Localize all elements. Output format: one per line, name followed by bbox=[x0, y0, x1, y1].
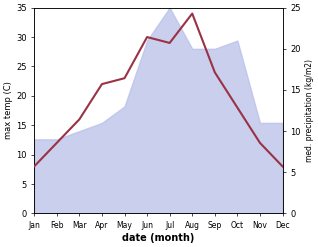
Y-axis label: med. precipitation (kg/m2): med. precipitation (kg/m2) bbox=[305, 59, 314, 162]
X-axis label: date (month): date (month) bbox=[122, 233, 195, 243]
Y-axis label: max temp (C): max temp (C) bbox=[4, 82, 13, 140]
